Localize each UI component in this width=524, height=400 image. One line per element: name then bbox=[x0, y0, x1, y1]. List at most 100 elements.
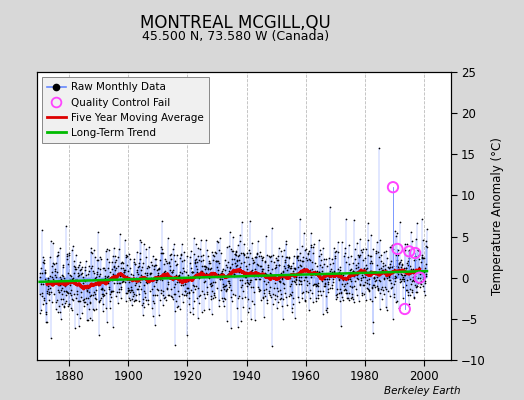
Point bbox=[134, 286, 142, 292]
Point bbox=[168, 269, 176, 276]
Point bbox=[130, 282, 139, 288]
Point bbox=[153, 291, 161, 298]
Point bbox=[262, 286, 270, 292]
Point bbox=[194, 292, 203, 299]
Point bbox=[108, 277, 116, 283]
Point bbox=[230, 271, 238, 277]
Point bbox=[219, 266, 227, 272]
Point bbox=[308, 270, 316, 277]
Point bbox=[395, 266, 403, 272]
Point bbox=[353, 272, 362, 278]
Point bbox=[307, 242, 315, 248]
Point bbox=[75, 314, 84, 321]
Point bbox=[46, 284, 54, 291]
Point bbox=[217, 276, 226, 282]
Point bbox=[49, 275, 58, 282]
Point bbox=[140, 294, 149, 300]
Point bbox=[315, 253, 323, 260]
Point bbox=[83, 301, 91, 307]
Point bbox=[147, 277, 155, 284]
Point bbox=[131, 260, 139, 267]
Point bbox=[103, 274, 111, 280]
Point bbox=[204, 266, 212, 272]
Point bbox=[305, 257, 314, 263]
Point bbox=[116, 286, 125, 292]
Point bbox=[387, 258, 395, 265]
Point bbox=[46, 254, 54, 260]
Point bbox=[77, 294, 85, 300]
Point bbox=[317, 271, 325, 277]
Point bbox=[307, 230, 315, 236]
Point bbox=[420, 287, 429, 294]
Point bbox=[316, 292, 325, 298]
Point bbox=[133, 249, 141, 256]
Point bbox=[408, 278, 416, 284]
Point bbox=[110, 264, 118, 270]
Point bbox=[341, 245, 349, 252]
Point bbox=[387, 280, 396, 286]
Point bbox=[410, 278, 418, 284]
Point bbox=[201, 270, 210, 276]
Point bbox=[232, 249, 240, 256]
Point bbox=[188, 268, 196, 275]
Point bbox=[74, 273, 82, 279]
Point bbox=[389, 294, 398, 301]
Point bbox=[347, 284, 356, 290]
Point bbox=[101, 275, 109, 281]
Point bbox=[166, 262, 174, 269]
Point bbox=[414, 264, 423, 271]
Point bbox=[376, 290, 384, 296]
Point bbox=[221, 257, 229, 263]
Point bbox=[335, 276, 343, 283]
Point bbox=[231, 292, 239, 298]
Point bbox=[240, 250, 248, 257]
Point bbox=[89, 268, 97, 274]
Point bbox=[74, 270, 83, 276]
Point bbox=[368, 271, 377, 278]
Point bbox=[215, 297, 223, 304]
Point bbox=[263, 272, 271, 278]
Point bbox=[64, 301, 73, 308]
Point bbox=[243, 278, 252, 285]
Point bbox=[37, 293, 46, 300]
Point bbox=[208, 288, 216, 294]
Point bbox=[41, 276, 49, 282]
Point bbox=[210, 253, 218, 259]
Point bbox=[74, 262, 83, 268]
Point bbox=[54, 288, 63, 295]
Point bbox=[238, 250, 247, 256]
Point bbox=[145, 264, 153, 270]
Point bbox=[76, 258, 84, 265]
Point bbox=[422, 244, 431, 250]
Point bbox=[145, 244, 154, 250]
Point bbox=[258, 266, 267, 272]
Point bbox=[143, 270, 151, 276]
Point bbox=[91, 291, 100, 297]
Point bbox=[82, 258, 90, 264]
Point bbox=[283, 263, 292, 270]
Point bbox=[238, 304, 247, 310]
Point bbox=[205, 258, 213, 264]
Point bbox=[385, 261, 394, 268]
Point bbox=[163, 235, 172, 242]
Point bbox=[372, 249, 380, 256]
Point bbox=[309, 282, 318, 289]
Point bbox=[112, 256, 120, 263]
Point bbox=[405, 254, 413, 261]
Point bbox=[384, 268, 392, 275]
Point bbox=[181, 281, 189, 288]
Point bbox=[159, 288, 167, 294]
Point bbox=[336, 264, 344, 270]
Point bbox=[155, 265, 163, 272]
Point bbox=[242, 272, 250, 278]
Point bbox=[195, 270, 204, 276]
Point bbox=[87, 245, 95, 252]
Point bbox=[212, 284, 221, 291]
Point bbox=[39, 300, 47, 307]
Point bbox=[149, 313, 157, 319]
Point bbox=[120, 267, 128, 273]
Point bbox=[43, 279, 51, 286]
Point bbox=[42, 318, 51, 325]
Point bbox=[57, 286, 66, 293]
Point bbox=[110, 263, 118, 269]
